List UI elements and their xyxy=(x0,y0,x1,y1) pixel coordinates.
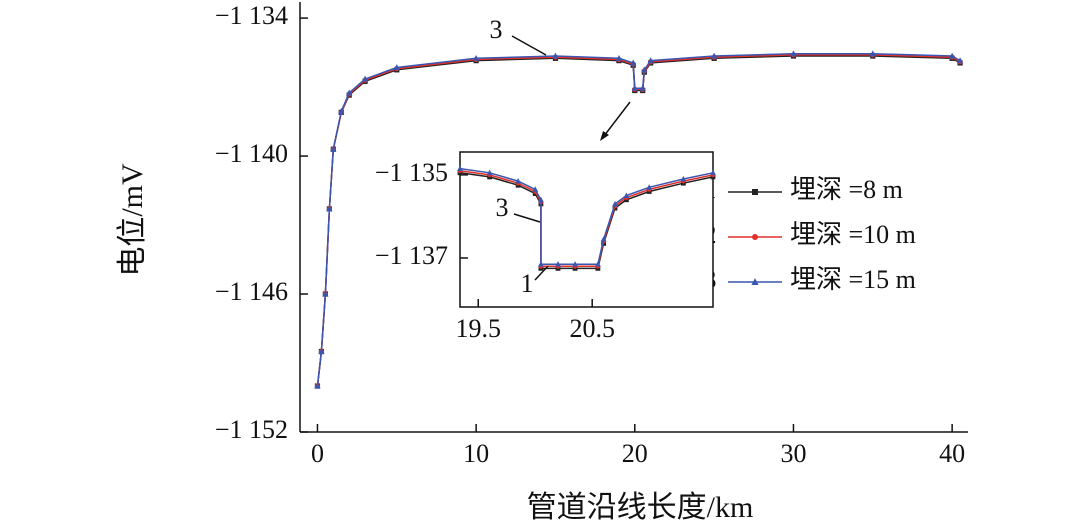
legend-label: 埋深 =10 m xyxy=(790,220,916,249)
x-axis-label: 管道沿线长度/km xyxy=(527,491,754,524)
marker xyxy=(555,261,561,267)
marker xyxy=(457,165,463,172)
marker xyxy=(338,107,345,114)
legend-label: 埋深 =8 m xyxy=(790,175,903,204)
x-tick-label: 19.5 xyxy=(455,314,501,343)
y-tick-label: −1 134 xyxy=(215,1,288,30)
marker xyxy=(711,52,718,59)
y-tick-label: −1 137 xyxy=(375,241,448,270)
marker xyxy=(330,145,337,152)
marker xyxy=(486,169,493,176)
marker xyxy=(346,89,353,96)
marker xyxy=(710,169,716,176)
marker xyxy=(752,234,758,240)
legend-label: 埋深 =15 m xyxy=(790,265,916,294)
marker xyxy=(515,177,522,184)
marker xyxy=(623,192,630,199)
marker xyxy=(680,175,687,182)
marker xyxy=(641,66,648,73)
y-tick-label: −1 146 xyxy=(215,277,288,306)
x-tick-label: 0 xyxy=(311,439,324,468)
marker xyxy=(630,59,637,66)
marker xyxy=(595,261,601,267)
x-tick-label: 40 xyxy=(939,439,965,468)
marker xyxy=(326,205,333,212)
marker xyxy=(600,236,607,242)
annotation-leader xyxy=(511,35,547,56)
x-tick-label: 10 xyxy=(463,439,489,468)
marker xyxy=(639,84,646,91)
marker xyxy=(314,382,321,389)
marker xyxy=(615,54,623,61)
marker xyxy=(318,348,325,355)
marker xyxy=(473,54,480,61)
marker xyxy=(949,52,956,59)
zoom-arrow xyxy=(603,101,631,137)
marker xyxy=(647,57,654,64)
marker xyxy=(538,196,544,203)
y-tick-label: −1 135 xyxy=(375,158,448,187)
annotation: 1 xyxy=(521,269,534,298)
marker xyxy=(646,184,653,190)
y-axis-label: 电位/mV xyxy=(116,163,149,277)
marker xyxy=(631,84,638,91)
marker xyxy=(552,52,559,59)
marker xyxy=(752,189,758,195)
marker xyxy=(322,290,329,297)
x-tick-label: 20.5 xyxy=(569,314,615,343)
marker xyxy=(572,261,578,267)
annotation-leader xyxy=(534,265,549,281)
marker xyxy=(790,50,797,57)
marker xyxy=(538,261,544,267)
annotation: 3 xyxy=(490,15,503,44)
annotation-leader xyxy=(513,213,541,223)
y-tick-label: −1 152 xyxy=(215,415,288,444)
marker xyxy=(956,57,964,64)
marker xyxy=(751,278,759,285)
marker xyxy=(532,186,539,192)
series-line xyxy=(316,52,961,387)
marker xyxy=(869,50,876,57)
zoom-arrow-head xyxy=(600,131,609,141)
marker xyxy=(393,64,400,71)
x-tick-label: 30 xyxy=(780,439,806,468)
x-tick-label: 20 xyxy=(622,439,648,468)
y-tick-label: −1 140 xyxy=(215,139,288,168)
marker xyxy=(361,75,369,82)
annotation: 3 xyxy=(496,193,509,222)
marker xyxy=(612,200,618,207)
